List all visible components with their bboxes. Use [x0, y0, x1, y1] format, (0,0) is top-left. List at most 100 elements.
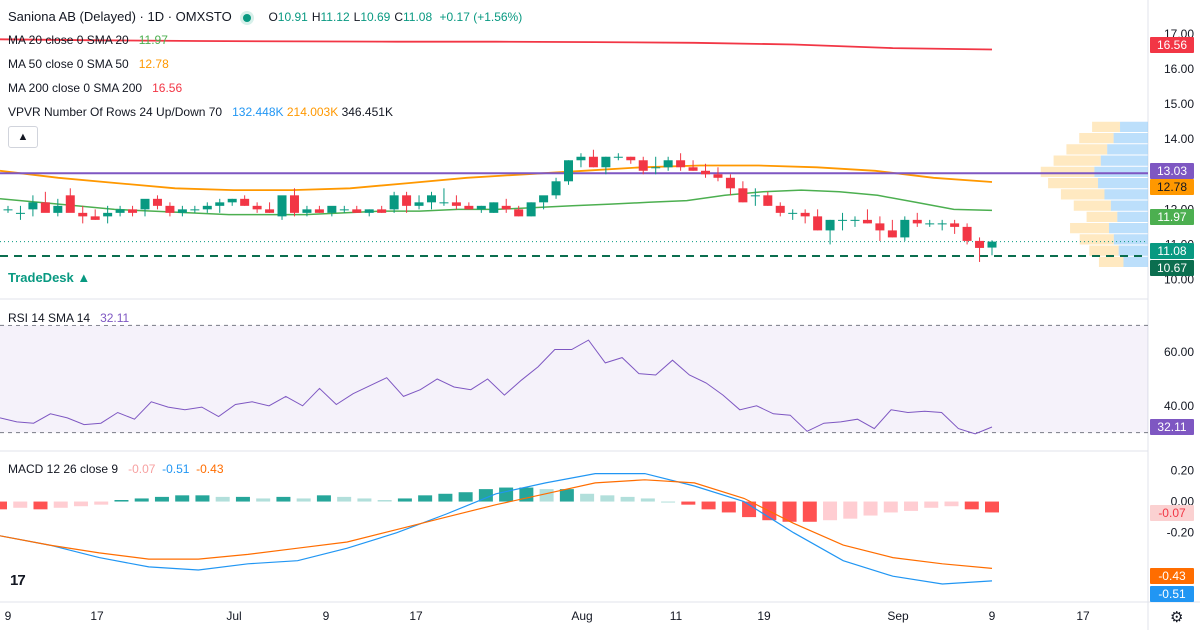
macd-legend[interactable]: MACD 12 26 close 9 -0.07 -0.51 -0.43 — [8, 462, 224, 476]
vpvr-down-bar — [1086, 211, 1118, 222]
tradedesk-label[interactable]: TradeDesk ▲ — [8, 270, 91, 285]
macd-hist-bar — [661, 501, 676, 503]
rsi-band — [0, 325, 1148, 433]
candle-body — [800, 212, 810, 217]
candle-body — [40, 202, 50, 213]
candle-body — [240, 198, 250, 206]
vpvr-legend[interactable]: VPVR Number Of Rows 24 Up/Down 70 132.44… — [8, 105, 393, 119]
candle-body — [464, 205, 474, 210]
candle-body — [613, 156, 623, 158]
macd-hist-bar — [742, 501, 757, 518]
rsi-price-tag: 32.11 — [1150, 419, 1194, 435]
candle-body — [875, 223, 885, 231]
market-status-dot — [243, 13, 252, 22]
time-tick-label: Jul — [226, 609, 241, 623]
macd-hist-bar — [721, 501, 736, 513]
gear-icon[interactable]: ⚙ — [1170, 609, 1184, 626]
macd-hist-bar — [782, 501, 797, 522]
macd-hist-bar — [195, 495, 210, 502]
vpvr-up-bar — [1100, 155, 1148, 166]
vpvr-down-bar — [1053, 155, 1101, 166]
macd-hist-bar — [458, 492, 473, 502]
rsi-line — [0, 339, 993, 435]
collapse-chevron-icon: ▲ — [17, 131, 29, 143]
macd-hist-bar — [53, 501, 68, 508]
candle-body — [190, 209, 200, 211]
tradingview-logo-icon[interactable]: 17 — [10, 572, 26, 589]
candle-body — [314, 209, 324, 213]
time-tick-label: 9 — [323, 609, 330, 623]
symbol-title[interactable]: Saniona AB (Delayed) · 1D · OMXSTO — [8, 9, 232, 24]
macd-hist-bar — [316, 495, 331, 502]
macd-hist-bar — [114, 500, 129, 502]
vpvr-label: VPVR Number Of Rows 24 Up/Down 70 — [8, 105, 223, 119]
macd-hist-bar — [600, 495, 615, 502]
candle-body — [339, 209, 349, 211]
candle-body — [90, 216, 100, 220]
vpvr-up-bar — [1098, 178, 1148, 189]
macd-hist-bar — [215, 496, 230, 502]
collapse-legend-button[interactable]: ▲ — [8, 126, 38, 148]
vpvr-down-bar — [1079, 234, 1114, 245]
macd-hist-bar — [418, 495, 433, 502]
macd-hist-bar — [13, 501, 28, 508]
vpvr-down-bar — [1079, 133, 1114, 144]
candle-body — [962, 226, 972, 241]
candle-body — [775, 205, 785, 213]
macd-hist-bar — [154, 496, 169, 502]
rsi-legend[interactable]: RSI 14 SMA 14 32.11 — [8, 311, 130, 325]
vpvr-down-bar — [1066, 144, 1108, 155]
macd-hist-bar — [175, 495, 190, 502]
candle-body — [788, 212, 798, 214]
candle-body — [850, 219, 860, 221]
price-tick-label: 14.00 — [1164, 132, 1194, 146]
candle-body — [763, 195, 773, 206]
macd-hist-bar — [499, 487, 514, 502]
ohlc-value-h: 11.12 — [320, 10, 350, 24]
vpvr-up-bar — [1104, 189, 1148, 200]
chart-header: Saniona AB (Delayed) · 1D · OMXSTO O10.9… — [8, 9, 522, 24]
ma200-label: MA 200 close 0 SMA 200 — [8, 81, 143, 95]
macd-hist-bar — [377, 500, 392, 502]
macd-hist-bar — [397, 498, 412, 502]
ma200-legend[interactable]: MA 200 close 0 SMA 200 16.56 — [8, 81, 182, 95]
signal-price-tag: -0.43 — [1150, 568, 1194, 584]
candle-body — [165, 205, 175, 213]
ma50-value: 12.78 — [138, 57, 169, 71]
candle-body — [140, 198, 150, 210]
last-price-tag: 11.08 — [1150, 243, 1194, 259]
price-change: +0.17 (+1.56%) — [439, 10, 523, 24]
candle-body — [389, 195, 399, 210]
candle-body — [725, 177, 735, 189]
time-tick-label: 19 — [757, 609, 771, 623]
ohlc-key-c: C — [394, 10, 404, 24]
candle-body — [813, 216, 823, 231]
candle-body — [626, 156, 636, 161]
macd-hist-bar — [357, 498, 372, 502]
candle-body — [78, 212, 88, 217]
vpvr-up-bar — [1110, 200, 1148, 211]
candle-body — [588, 156, 598, 168]
ma20-legend[interactable]: MA 20 close 0 SMA 20 11.97 — [8, 33, 168, 47]
ohlc-value-c: 11.08 — [403, 10, 433, 24]
ma50-legend[interactable]: MA 50 close 0 SMA 50 12.78 — [8, 57, 169, 71]
macd-tick-label: -0.20 — [1167, 526, 1195, 540]
macd-hist-bar — [256, 498, 271, 502]
candle-body — [439, 202, 449, 204]
candle-body — [414, 202, 424, 206]
vpvr-up-bar — [1094, 166, 1148, 177]
candle-body — [713, 174, 723, 178]
candle-body — [651, 167, 661, 169]
price-tick-label: 15.00 — [1164, 97, 1194, 111]
vpvr-down-bar — [1089, 245, 1119, 256]
ma50-price-tag: 12.78 — [1150, 179, 1194, 195]
vpvr-up-bar — [1118, 245, 1148, 256]
candle-body — [115, 209, 125, 213]
candle-body — [451, 202, 461, 206]
macd-hist-bar — [640, 498, 655, 502]
macd-hist-bar — [559, 489, 574, 502]
candle-body — [377, 209, 387, 213]
macd-hist-bar — [863, 501, 878, 516]
poc-price-tag: 13.03 — [1150, 163, 1194, 179]
